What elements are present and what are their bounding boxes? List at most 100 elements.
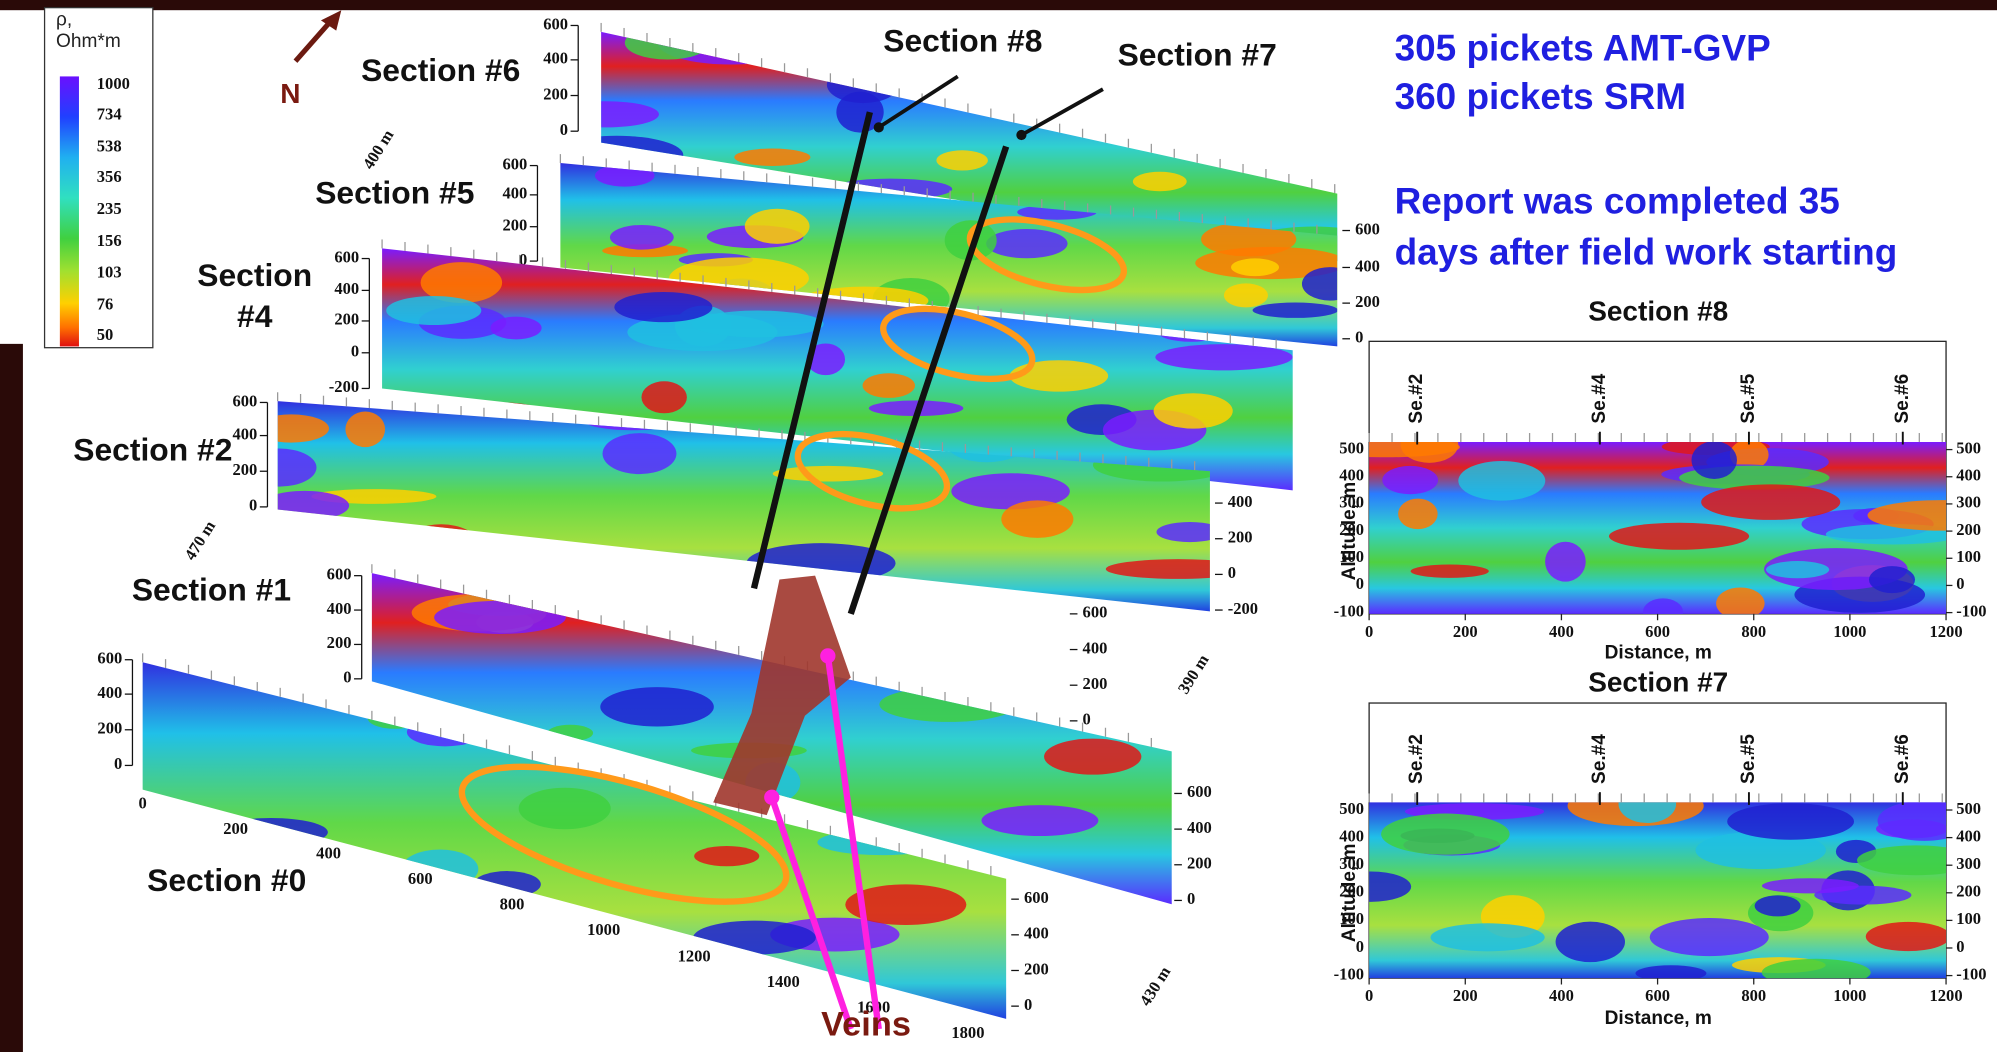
resistivity-blob (773, 466, 883, 482)
resistivity-blob (1762, 878, 1859, 893)
depth-tick-label: 600 (1355, 219, 1380, 238)
resistivity-blob (1727, 803, 1854, 839)
distance-tick-label: 800 (500, 894, 525, 913)
resistivity-blob (1609, 523, 1749, 550)
x-axis-label: Distance, m (1605, 642, 1712, 663)
legend-value: 356 (97, 167, 122, 186)
resistivity-blob (986, 229, 1067, 258)
cross-section-label: Section #7 (1118, 37, 1277, 73)
legend-value: 103 (97, 263, 122, 282)
y-tick-label: -100 (1956, 964, 1986, 983)
resistivity-blob (1231, 258, 1279, 276)
resistivity-blob (1556, 922, 1625, 962)
depth-tick-label: 0 (114, 754, 122, 773)
depth-tick-label: 400 (1187, 818, 1212, 837)
depth-tick-label: 200 (1355, 292, 1380, 311)
resistivity-blob (614, 292, 712, 322)
depth-tick-label: 600 (1083, 603, 1108, 622)
depth-tick-label: 400 (97, 683, 122, 702)
y-tick-label: 200 (1956, 520, 1981, 539)
resistivity-blob (1766, 561, 1829, 578)
resistivity-blob (519, 788, 611, 830)
resistivity-blob (1133, 172, 1187, 192)
resistivity-blob (1001, 500, 1073, 537)
frame (0, 344, 23, 1052)
depth-tick-label: 600 (232, 391, 257, 410)
x-tick-label: 600 (1645, 986, 1670, 1005)
y-tick-label: 300 (1956, 854, 1981, 873)
picket-marker: Se.#4 (1589, 734, 1610, 784)
picket-marker: Se.#6 (1892, 734, 1913, 784)
depth-tick-label: 200 (1187, 854, 1212, 873)
distance-tick-label: 1000 (587, 920, 620, 939)
resistivity-blob (1545, 542, 1586, 582)
depth-tick-label: 600 (502, 154, 527, 173)
distance-tick-label: 1400 (767, 972, 800, 991)
legend-value: 235 (97, 199, 122, 218)
x-tick-label: 200 (1453, 622, 1478, 641)
depth-tick-label: 600 (327, 564, 352, 583)
distance-tick-label: 200 (223, 819, 248, 838)
depth-tick-label: 0 (1228, 563, 1236, 582)
depth-tick-label: -200 (329, 377, 359, 396)
legend-value: 734 (97, 105, 122, 124)
depth-tick-label: 400 (502, 184, 527, 203)
resistivity-blob (1381, 814, 1510, 855)
resistivity-blob (1044, 739, 1141, 775)
depth-tick-label: 400 (334, 279, 359, 298)
depth-tick-label: 400 (327, 599, 352, 618)
x-tick-label: 200 (1453, 986, 1478, 1005)
depth-tick-label: 200 (1228, 528, 1253, 547)
y-tick-label: 500 (1956, 799, 1981, 818)
resistivity-blob (1692, 441, 1737, 479)
info-text: Report was completed 35 (1395, 181, 1840, 222)
vein-arrow-head (820, 648, 835, 663)
resistivity-blob (981, 805, 1098, 836)
resistivity-blob (863, 373, 915, 398)
depth-tick-label: 0 (343, 668, 351, 687)
section-label: Section #2 (73, 432, 232, 468)
depth-tick-label: 0 (1083, 710, 1091, 729)
y-tick-label: 200 (1956, 882, 1981, 901)
vein-arrow-head (764, 790, 779, 805)
y-tick-label: 100 (1956, 909, 1981, 928)
depth-tick-label: 600 (543, 14, 568, 33)
distance-tick-label: 1800 (951, 1023, 984, 1042)
depth-tick-label: 600 (334, 247, 359, 266)
section-label: Section #5 (315, 174, 474, 210)
resistivity-blob (600, 687, 714, 726)
y-axis-label: Altitude, m (1339, 843, 1360, 942)
picket-marker: Se.#5 (1738, 373, 1759, 423)
section-label: Section #1 (132, 572, 291, 608)
depth-tick-label: 400 (1024, 924, 1049, 943)
distance-tick-label: 0 (139, 794, 147, 813)
y-tick-label: 100 (1956, 547, 1981, 566)
depth-tick-label: 0 (1187, 889, 1195, 908)
veins-label: Veins (821, 1006, 911, 1044)
resistivity-blob (1458, 461, 1545, 501)
depth-tick-label: 400 (543, 49, 568, 68)
x-axis-label: Distance, m (1605, 1008, 1712, 1029)
north-label: N (280, 78, 300, 109)
section-label: Section #6 (361, 52, 520, 88)
legend-value: 156 (97, 231, 122, 250)
depth-tick-label: 400 (1228, 492, 1253, 511)
legend-value: 538 (97, 137, 122, 156)
cross-section-label: Section #8 (883, 23, 1042, 59)
depth-tick-label: 200 (502, 216, 527, 235)
resistivity-blob (1224, 283, 1268, 307)
x-tick-label: 1000 (1833, 622, 1866, 641)
y-tick-label: 0 (1956, 574, 1964, 593)
resistivity-blob (610, 225, 674, 250)
depth-tick-label: 0 (1355, 328, 1363, 347)
x-tick-label: 400 (1549, 622, 1574, 641)
y-tick-label: 400 (1956, 826, 1981, 845)
picket-marker: Se.#2 (1406, 734, 1427, 784)
resistivity-blob (1650, 918, 1769, 956)
resistivity-blob (692, 311, 824, 338)
picket-marker: Se.#5 (1738, 734, 1759, 784)
x-tick-label: 600 (1645, 622, 1670, 641)
distance-tick-label: 1200 (678, 947, 711, 966)
section-label: #4 (237, 298, 273, 334)
resistivity-blob (1869, 566, 1915, 593)
